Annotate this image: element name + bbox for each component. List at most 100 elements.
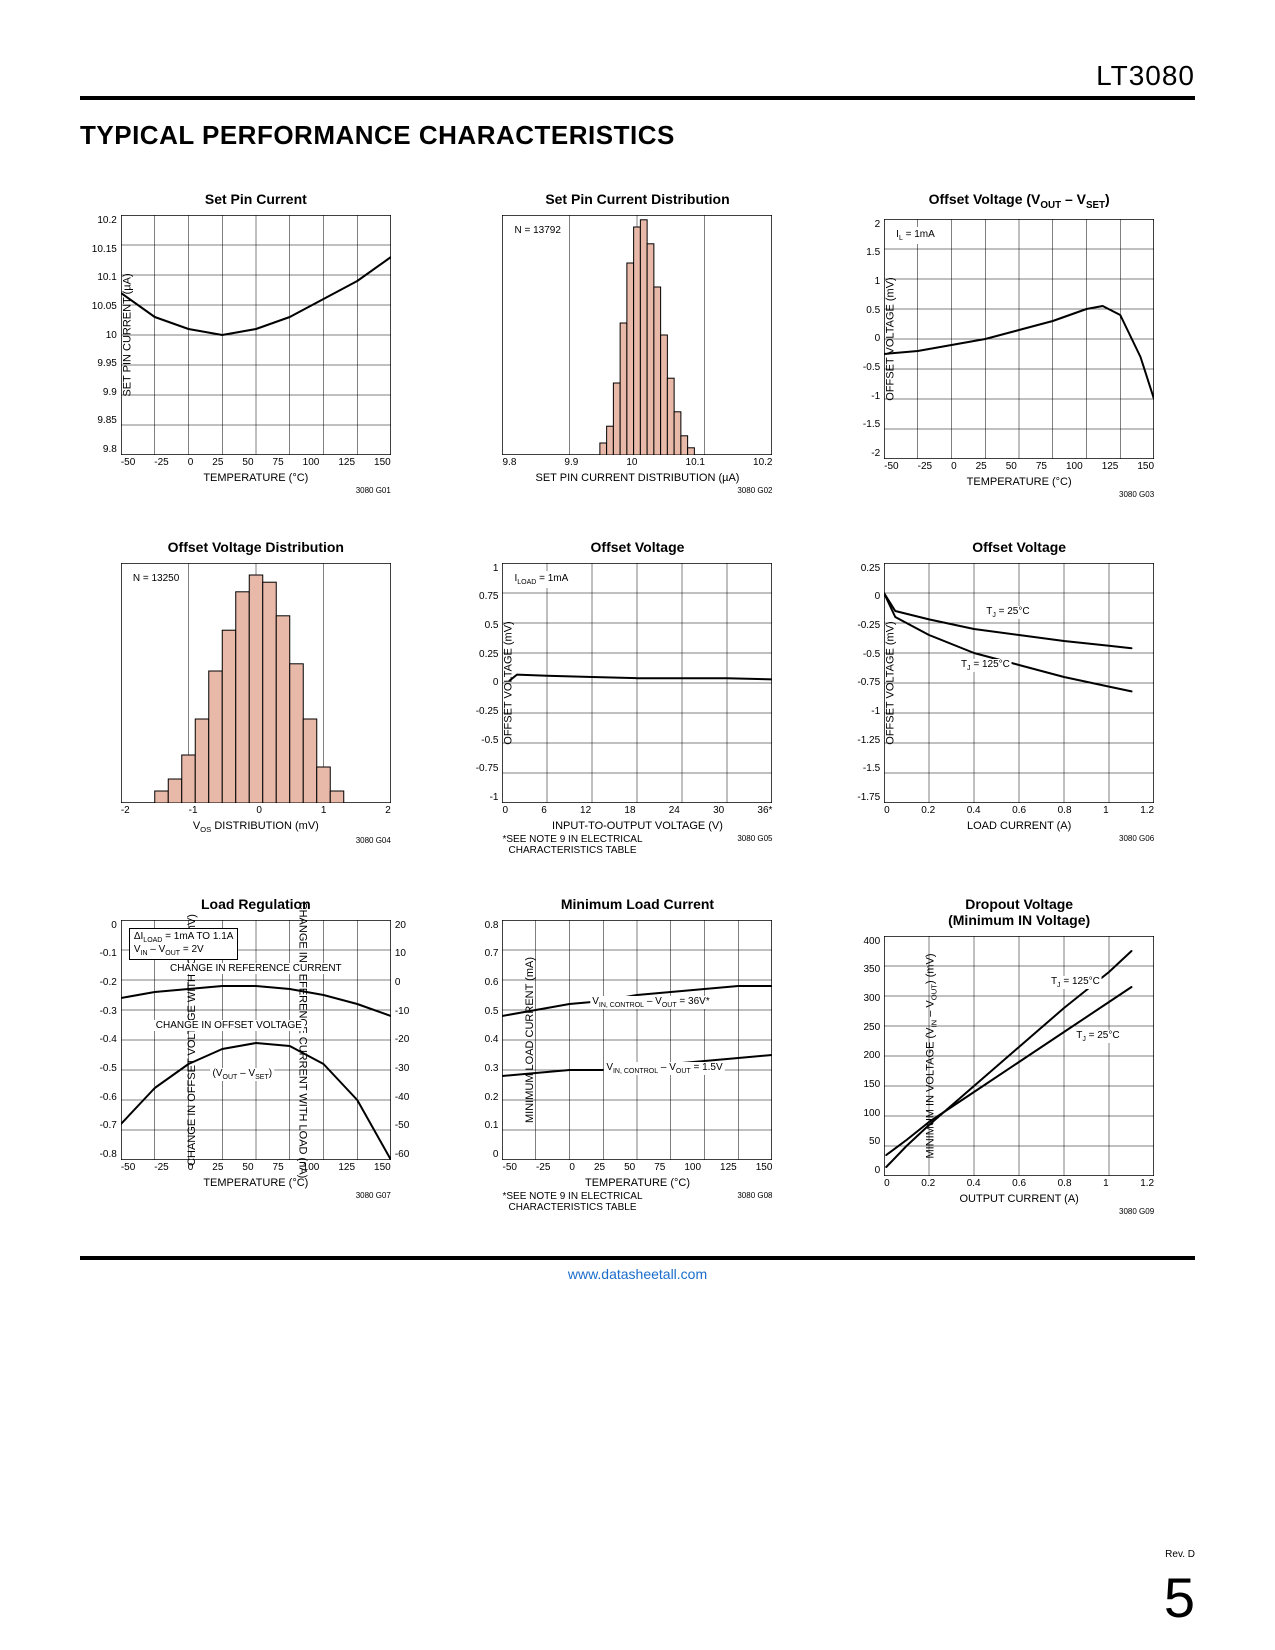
chart-annotation: ΔILOAD = 1mA TO 1.1AVIN – VOUT = 2V — [129, 928, 239, 960]
curve-label: TJ = 125°C — [1049, 976, 1102, 989]
chart-annotation: N = 13792 — [510, 223, 564, 238]
chart-title: Dropout Voltage(Minimum IN Voltage) — [948, 896, 1090, 928]
curve-label: TJ = 25°C — [984, 606, 1031, 619]
y-axis-label: OFFSET VOLTAGE (mV) — [885, 621, 897, 744]
plot-svg — [502, 920, 772, 1160]
chart-g03: Offset Voltage (VOUT – VSET) OFFSET VOLTA… — [843, 191, 1195, 499]
curve-label: VIN, CONTROL – VOUT = 36V* — [590, 996, 711, 1009]
chart-g07: Load Regulation CHANGE IN OFFSET VOLTAGE … — [80, 896, 432, 1216]
chart-title: Offset Voltage — [972, 539, 1066, 555]
chart-title: Set Pin Current — [205, 191, 307, 207]
x-axis-label: TEMPERATURE (°C) — [502, 1177, 772, 1189]
curve-label: VIN, CONTROL – VOUT = 1.5V — [604, 1062, 724, 1075]
y-ticks: 10.210.1510.110.05109.959.99.859.8 — [81, 215, 117, 455]
chart-title: Offset Voltage — [591, 539, 685, 555]
chart-g06: Offset VoltageOFFSET VOLTAGE (mV)0.250-0… — [843, 539, 1195, 856]
curve-label: (VOUT – VSET) — [211, 1068, 275, 1081]
chart-annotation: ILOAD = 1mA — [510, 571, 572, 588]
chart-g08: Minimum Load Current MINIMUM LOAD CURRENT… — [462, 896, 814, 1216]
y-axis-label: OFFSET VOLTAGE (mV) — [503, 621, 515, 744]
plot-area: OFFSET VOLTAGE (mV)0.250-0.25-0.5-0.75-1… — [884, 563, 1154, 803]
chart-g01: Set Pin CurrentSET PIN CURRENT (µA)10.21… — [80, 191, 432, 499]
plot-area: OFFSET VOLTAGE (mV)10.750.50.250-0.25-0.… — [502, 563, 772, 803]
x-ticks: 00.20.40.60.811.2 — [884, 805, 1154, 816]
chart-title: Offset Voltage Distribution — [168, 539, 344, 555]
chart-title: Load Regulation — [201, 896, 311, 912]
x-axis-label: TEMPERATURE (°C) — [121, 1177, 391, 1189]
chart-g04: Offset Voltage Distribution N = 13250 -2-1… — [80, 539, 432, 856]
y-ticks: 10.750.50.250-0.25-0.5-0.75-1 — [462, 563, 498, 803]
figure-id: 3080 G03 — [1119, 490, 1154, 499]
chart-g05: Offset VoltageOFFSET VOLTAGE (mV)10.750.… — [462, 539, 814, 856]
x-ticks: -50-250255075100125150 — [884, 461, 1154, 472]
plot-area: MINIMUM LOAD CURRENT (mA)0.80.70.60.50.4… — [502, 920, 772, 1160]
plot-svg — [121, 215, 391, 455]
curve-label: CHANGE IN OFFSET VOLTAGE — [154, 1020, 304, 1031]
plot-area: SET PIN CURRENT (µA)10.210.1510.110.0510… — [121, 215, 391, 455]
part-number: LT3080 — [80, 60, 1195, 92]
chart-footnote: *SEE NOTE 9 IN ELECTRICALCHARACTERISTICS… — [502, 834, 642, 856]
y-ticks: 0.250-0.25-0.5-0.75-1-1.25-1.5-1.75 — [844, 563, 880, 803]
x-ticks: -50-250255075100125150 — [121, 457, 391, 468]
figure-id: 3080 G09 — [1119, 1207, 1154, 1216]
revision: Rev. D — [1165, 1549, 1195, 1560]
chart-annotation: N = 13250 — [129, 571, 183, 586]
plot-area: MINIMUM IN VOLTAGE (VIN – VOUT) (mV)4003… — [884, 936, 1154, 1176]
footer-bar: www.datasheetall.com — [80, 1256, 1195, 1282]
y-ticks: 21.510.50-0.5-1-1.5-2 — [844, 219, 880, 459]
x-axis-label: INPUT-TO-OUTPUT VOLTAGE (V) — [502, 820, 772, 832]
figure-id: 3080 G01 — [356, 486, 391, 495]
plot-svg — [121, 563, 391, 803]
y-ticks: 400350300250200150100500 — [844, 936, 880, 1176]
y-ticks: 0.80.70.60.50.40.30.20.10 — [462, 920, 498, 1160]
y-axis-label: MINIMUM LOAD CURRENT (mA) — [524, 957, 536, 1123]
x-axis-label: VOS DISTRIBUTION (mV) — [121, 820, 391, 834]
footer-link[interactable]: www.datasheetall.com — [568, 1266, 707, 1282]
section-title: TYPICAL PERFORMANCE CHARACTERISTICS — [80, 120, 1195, 151]
figure-id: 3080 G04 — [356, 836, 391, 845]
x-ticks: 9.89.91010.110.2 — [502, 457, 772, 468]
x-axis-label: OUTPUT CURRENT (A) — [884, 1193, 1154, 1205]
plot-svg — [502, 563, 772, 803]
curve-label: TJ = 125°C — [959, 659, 1012, 672]
x-ticks: -50-250255075100125150 — [121, 1162, 391, 1173]
y-axis-label: MINIMUM IN VOLTAGE (VIN – VOUT) (mV) — [925, 953, 939, 1158]
plot-area: N = 13250 — [121, 563, 391, 803]
plot-svg — [884, 563, 1154, 803]
chart-g09: Dropout Voltage(Minimum IN Voltage) MINIM… — [843, 896, 1195, 1216]
figure-id: 3080 G08 — [737, 1191, 772, 1213]
figure-id: 3080 G06 — [1119, 834, 1154, 843]
x-axis-label: SET PIN CURRENT DISTRIBUTION (µA) — [502, 472, 772, 484]
figure-id: 3080 G02 — [737, 486, 772, 495]
y-ticks: 0-0.1-0.2-0.3-0.4-0.5-0.6-0.7-0.8 — [81, 920, 117, 1160]
x-ticks: -50-250255075100125150 — [502, 1162, 772, 1173]
plot-svg — [502, 215, 772, 455]
plot-area: CHANGE IN OFFSET VOLTAGE WITH LOAD (mV)C… — [121, 920, 391, 1160]
chart-grid: Set Pin CurrentSET PIN CURRENT (µA)10.21… — [80, 191, 1195, 1216]
figure-id: 3080 G07 — [356, 1191, 391, 1200]
x-ticks: 00.20.40.60.811.2 — [884, 1178, 1154, 1189]
header-rule — [80, 96, 1195, 100]
chart-title: Offset Voltage (VOUT – VSET) — [929, 191, 1110, 211]
x-ticks: -2-1012 — [121, 805, 391, 816]
curve-label: CHANGE IN REFERENCE CURRENT — [168, 963, 344, 974]
plot-svg — [884, 219, 1154, 459]
page-number: 5 — [1164, 1565, 1195, 1630]
plot-area: OFFSET VOLTAGE (mV)21.510.50-0.5-1-1.5-2… — [884, 219, 1154, 459]
chart-title: Set Pin Current Distribution — [545, 191, 729, 207]
y-axis-label: SET PIN CURRENT (µA) — [121, 273, 133, 396]
y-axis-label-right: CHANGE IN REFERENCE CURRENT WITH LOAD (n… — [297, 901, 309, 1178]
x-axis-label: TEMPERATURE (°C) — [121, 472, 391, 484]
x-axis-label: LOAD CURRENT (A) — [884, 820, 1154, 832]
y-ticks-right: 20100-10-20-30-40-50-60 — [395, 920, 421, 1160]
curve-label: TJ = 25°C — [1074, 1030, 1121, 1043]
x-axis-label: TEMPERATURE (°C) — [884, 476, 1154, 488]
y-axis-label: OFFSET VOLTAGE (mV) — [885, 277, 897, 400]
plot-area: N = 13792 — [502, 215, 772, 455]
figure-id: 3080 G05 — [737, 834, 772, 856]
chart-g02: Set Pin Current Distribution N = 13792 9.8… — [462, 191, 814, 499]
chart-footnote: *SEE NOTE 9 IN ELECTRICALCHARACTERISTICS… — [502, 1191, 642, 1213]
chart-annotation: IL = 1mA — [892, 227, 939, 244]
chart-title: Minimum Load Current — [561, 896, 714, 912]
x-ticks: 061218243036* — [502, 805, 772, 816]
